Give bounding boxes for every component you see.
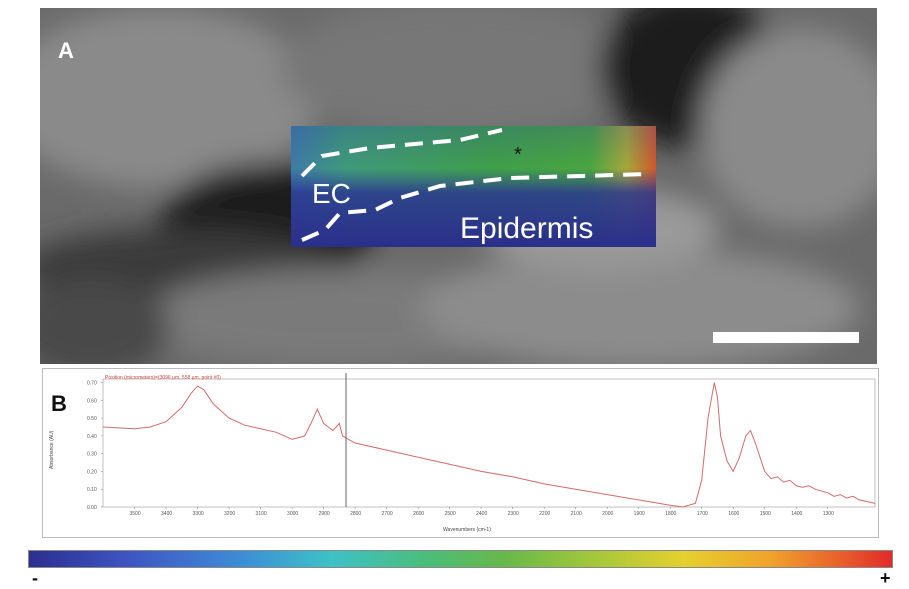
spectrum-axes: 3500 3400 3300 3200 3100 3000 2900 2800 2700 2600… [87,378,876,517]
x-tick-label: 2300 [508,511,519,517]
y-axis-label: Absorbance (AU) [49,430,55,469]
spectrum-panel: 3500 3400 3300 3200 3100 3000 2900 2800 2700 2600… [42,368,879,538]
x-tick-label: 3000 [287,511,298,517]
x-tick-label: 2500 [445,511,456,517]
panel-a-letter: A [58,38,74,63]
x-tick-label: 2700 [382,511,393,517]
ec-boundary-lines [300,128,651,242]
y-tick-label: 0.10 [87,487,97,493]
micrograph-image [40,8,877,364]
x-tick-label: 2400 [476,511,487,517]
marker-asterisk: * [514,144,522,166]
scale-bar [713,332,859,343]
y-tick-label: 0.00 [87,505,97,511]
x-tick-label: 2900 [319,511,330,517]
x-tick-label: 3300 [193,511,204,517]
x-tick-label: 2100 [571,511,582,517]
x-tick-label: 3200 [224,511,235,517]
epidermis-label: Epidermis [460,212,594,245]
x-tick-label: 2800 [350,511,361,517]
x-tick-label: 1500 [760,511,771,517]
y-tick-label: 0.20 [87,469,97,475]
y-tick-label: 0.60 [87,398,97,404]
y-tick-label: 0.50 [87,416,97,422]
x-tick-label: 1700 [697,511,708,517]
y-tick-label: 0.70 [87,381,97,387]
x-tick-label: 3100 [256,511,267,517]
x-tick-label: 3400 [161,511,172,517]
panel-b-letter: B [51,391,67,416]
x-tick-label: 1800 [665,511,676,517]
x-tick-label: 1300 [823,511,834,517]
plot-frame [102,378,876,508]
ec-label: EC [312,178,351,209]
x-tick-label: 2000 [602,511,613,517]
x-tick-label: 1900 [634,511,645,517]
spectrum-line [102,382,876,508]
colorbar-max-label: + [880,568,891,588]
x-tick-label: 1400 [791,511,802,517]
spectrum-series-layer [102,382,876,508]
x-tick-label: 2200 [539,511,550,517]
x-axis-label: Wavenumbers (cm-1) [443,527,491,533]
colorbar-min-label: - [32,568,38,588]
x-tick-label: 1600 [728,511,739,517]
x-tick-label: 3500 [130,511,141,517]
y-tick-label: 0.30 [87,452,97,458]
color-scale-bar [28,550,893,568]
micrograph-panel: A EC Epidermis * [40,8,877,364]
y-tick-label: 0.40 [87,434,97,440]
spectrum-title: Position (micrometers)=(3096 µm, 558 µm,… [105,375,221,381]
spectrum-chart: 3500 3400 3300 3200 3100 3000 2900 2800 2700 2600… [49,373,876,533]
x-tick-label: 2600 [413,511,424,517]
spectral-map-overlay [291,126,656,247]
